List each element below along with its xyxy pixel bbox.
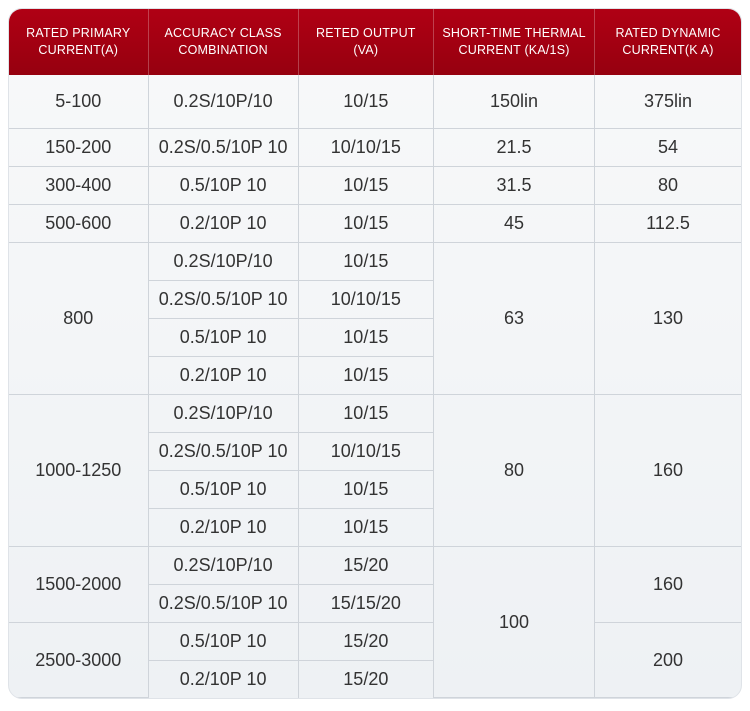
cell-accuracy: 0.2S/0.5/10P 10 (148, 128, 298, 166)
table-row: 300-400 0.5/10P 10 10/15 31.5 80 (9, 166, 741, 204)
header-row: RATED PRIMARY CURRENT(A) ACCURACY CLASS … (9, 9, 741, 75)
cell-primary: 500-600 (9, 204, 148, 242)
cell-output: 10/15 (298, 204, 433, 242)
table-row: 150-200 0.2S/0.5/10P 10 10/10/15 21.5 54 (9, 128, 741, 166)
col-header-accuracy: ACCURACY CLASS COMBINATION (148, 9, 298, 75)
cell-output: 15/15/20 (298, 584, 433, 622)
cell-output: 10/15 (298, 470, 433, 508)
cell-thermal: 100 (434, 546, 595, 698)
cell-output: 10/10/15 (298, 128, 433, 166)
cell-dynamic: 54 (595, 128, 741, 166)
cell-accuracy: 0.5/10P 10 (148, 318, 298, 356)
spec-table-container: RATED PRIMARY CURRENT(A) ACCURACY CLASS … (8, 8, 742, 699)
cell-accuracy: 0.2S/10P/10 (148, 242, 298, 280)
cell-output: 10/15 (298, 508, 433, 546)
cell-output: 10/15 (298, 242, 433, 280)
cell-dynamic: 375lin (595, 75, 741, 129)
table-row: 500-600 0.2/10P 10 10/15 45 112.5 (9, 204, 741, 242)
cell-primary: 1000-1250 (9, 394, 148, 546)
table-row: 2500-3000 0.5/10P 10 15/20 200 (9, 622, 741, 660)
table-row: 5-100 0.2S/10P/10 10/15 150lin 375lin (9, 75, 741, 129)
table-row: 800 0.2S/10P/10 10/15 63 130 (9, 242, 741, 280)
cell-primary: 5-100 (9, 75, 148, 129)
cell-thermal: 21.5 (434, 128, 595, 166)
cell-primary: 150-200 (9, 128, 148, 166)
cell-accuracy: 0.2/10P 10 (148, 508, 298, 546)
cell-thermal: 31.5 (434, 166, 595, 204)
cell-dynamic: 160 (595, 546, 741, 622)
col-header-thermal: SHORT-TIME THERMAL CURRENT (KA/1S) (434, 9, 595, 75)
table-row: 1500-2000 0.2S/10P/10 15/20 100 160 (9, 546, 741, 584)
cell-output: 10/15 (298, 166, 433, 204)
cell-primary: 1500-2000 (9, 546, 148, 622)
cell-accuracy: 0.2S/10P/10 (148, 546, 298, 584)
cell-output: 10/15 (298, 318, 433, 356)
table-row: 1000-1250 0.2S/10P/10 10/15 80 160 (9, 394, 741, 432)
cell-dynamic: 112.5 (595, 204, 741, 242)
cell-output: 10/10/15 (298, 432, 433, 470)
cell-thermal: 45 (434, 204, 595, 242)
cell-accuracy: 0.5/10P 10 (148, 166, 298, 204)
cell-thermal: 150lin (434, 75, 595, 129)
cell-output: 10/15 (298, 75, 433, 129)
cell-accuracy: 0.5/10P 10 (148, 470, 298, 508)
cell-dynamic: 80 (595, 166, 741, 204)
cell-primary: 300-400 (9, 166, 148, 204)
cell-thermal: 63 (434, 242, 595, 394)
cell-output: 15/20 (298, 546, 433, 584)
cell-dynamic: 160 (595, 394, 741, 546)
cell-output: 10/15 (298, 356, 433, 394)
cell-output: 15/20 (298, 660, 433, 698)
cell-accuracy: 0.2/10P 10 (148, 356, 298, 394)
cell-output: 10/15 (298, 394, 433, 432)
col-header-dynamic: RATED DYNAMIC CURRENT(K A) (595, 9, 741, 75)
cell-primary: 2500-3000 (9, 622, 148, 698)
cell-dynamic: 200 (595, 622, 741, 698)
cell-output: 15/20 (298, 622, 433, 660)
cell-output: 10/10/15 (298, 280, 433, 318)
cell-accuracy: 0.2S/0.5/10P 10 (148, 280, 298, 318)
cell-dynamic: 130 (595, 242, 741, 394)
cell-accuracy: 0.2S/0.5/10P 10 (148, 584, 298, 622)
cell-accuracy: 0.2S/10P/10 (148, 75, 298, 129)
cell-accuracy: 0.5/10P 10 (148, 622, 298, 660)
cell-accuracy: 0.2S/0.5/10P 10 (148, 432, 298, 470)
cell-primary: 800 (9, 242, 148, 394)
cell-thermal: 80 (434, 394, 595, 546)
cell-accuracy: 0.2/10P 10 (148, 204, 298, 242)
cell-accuracy: 0.2S/10P/10 (148, 394, 298, 432)
spec-table: RATED PRIMARY CURRENT(A) ACCURACY CLASS … (9, 9, 741, 698)
col-header-output: RETED OUTPUT (VA) (298, 9, 433, 75)
col-header-primary: RATED PRIMARY CURRENT(A) (9, 9, 148, 75)
cell-accuracy: 0.2/10P 10 (148, 660, 298, 698)
